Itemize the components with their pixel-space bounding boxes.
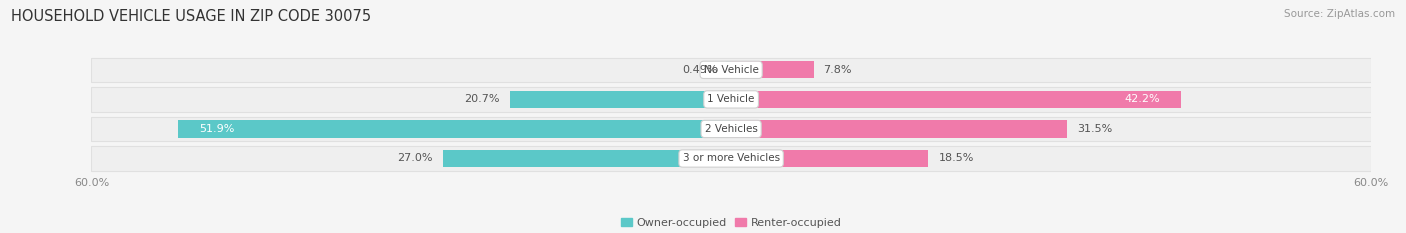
Bar: [731, 120, 1067, 137]
Bar: [510, 91, 731, 108]
Bar: [731, 61, 814, 79]
Text: 42.2%: 42.2%: [1125, 94, 1160, 104]
Bar: [91, 87, 1371, 112]
Text: 7.8%: 7.8%: [823, 65, 851, 75]
Text: 20.7%: 20.7%: [464, 94, 499, 104]
Bar: [177, 120, 731, 137]
Text: Source: ZipAtlas.com: Source: ZipAtlas.com: [1284, 9, 1395, 19]
Bar: [725, 61, 731, 79]
Bar: [443, 150, 731, 167]
Bar: [731, 150, 928, 167]
Text: 1 Vehicle: 1 Vehicle: [707, 94, 755, 104]
Text: 2 Vehicles: 2 Vehicles: [704, 124, 758, 134]
Text: 0.49%: 0.49%: [682, 65, 717, 75]
Text: 31.5%: 31.5%: [1077, 124, 1114, 134]
Text: No Vehicle: No Vehicle: [703, 65, 759, 75]
Text: 3 or more Vehicles: 3 or more Vehicles: [682, 154, 780, 164]
Text: HOUSEHOLD VEHICLE USAGE IN ZIP CODE 30075: HOUSEHOLD VEHICLE USAGE IN ZIP CODE 3007…: [11, 9, 371, 24]
Legend: Owner-occupied, Renter-occupied: Owner-occupied, Renter-occupied: [616, 213, 846, 232]
Bar: [91, 117, 1371, 141]
Text: 27.0%: 27.0%: [396, 154, 433, 164]
Bar: [731, 91, 1181, 108]
Bar: [91, 146, 1371, 171]
Text: 18.5%: 18.5%: [939, 154, 974, 164]
Text: 51.9%: 51.9%: [200, 124, 235, 134]
Bar: [91, 58, 1371, 82]
